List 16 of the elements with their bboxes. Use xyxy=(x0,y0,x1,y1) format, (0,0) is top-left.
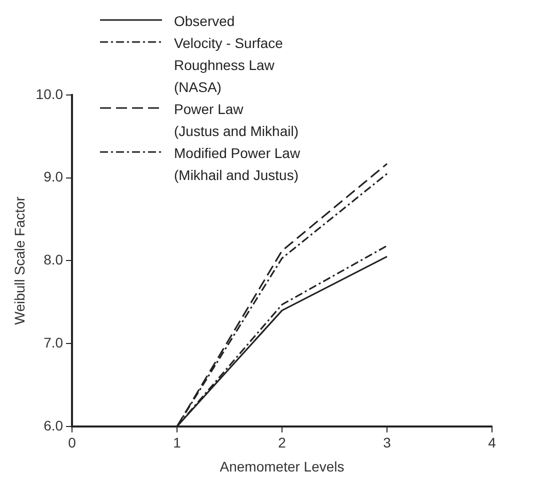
y-tick-label: 10.0 xyxy=(36,86,64,102)
y-tick-label: 6.0 xyxy=(44,417,64,434)
x-tick-label: 2 xyxy=(278,434,286,451)
y-tick-label: 9.0 xyxy=(44,168,64,185)
x-tick-label: 0 xyxy=(68,434,76,451)
x-tick-label: 3 xyxy=(383,434,392,451)
x-tick-label: 4 xyxy=(488,434,496,451)
y-axis-title: Weibull Scale Factor xyxy=(11,196,28,325)
legend-label: Velocity - Surface Roughness Law (NASA) xyxy=(174,34,283,97)
legend-label: Observed xyxy=(174,12,235,31)
x-tick-label: 1 xyxy=(173,434,182,451)
y-tick-label: 7.0 xyxy=(44,334,64,350)
legend-label: Modified Power Law (Mikhail and Justus) xyxy=(174,144,300,185)
x-axis-title: Anemometer Levels xyxy=(220,458,344,474)
legend-label: Power Law (Justus and Mikhail) xyxy=(174,100,298,141)
y-tick-label: 8.0 xyxy=(44,252,64,268)
